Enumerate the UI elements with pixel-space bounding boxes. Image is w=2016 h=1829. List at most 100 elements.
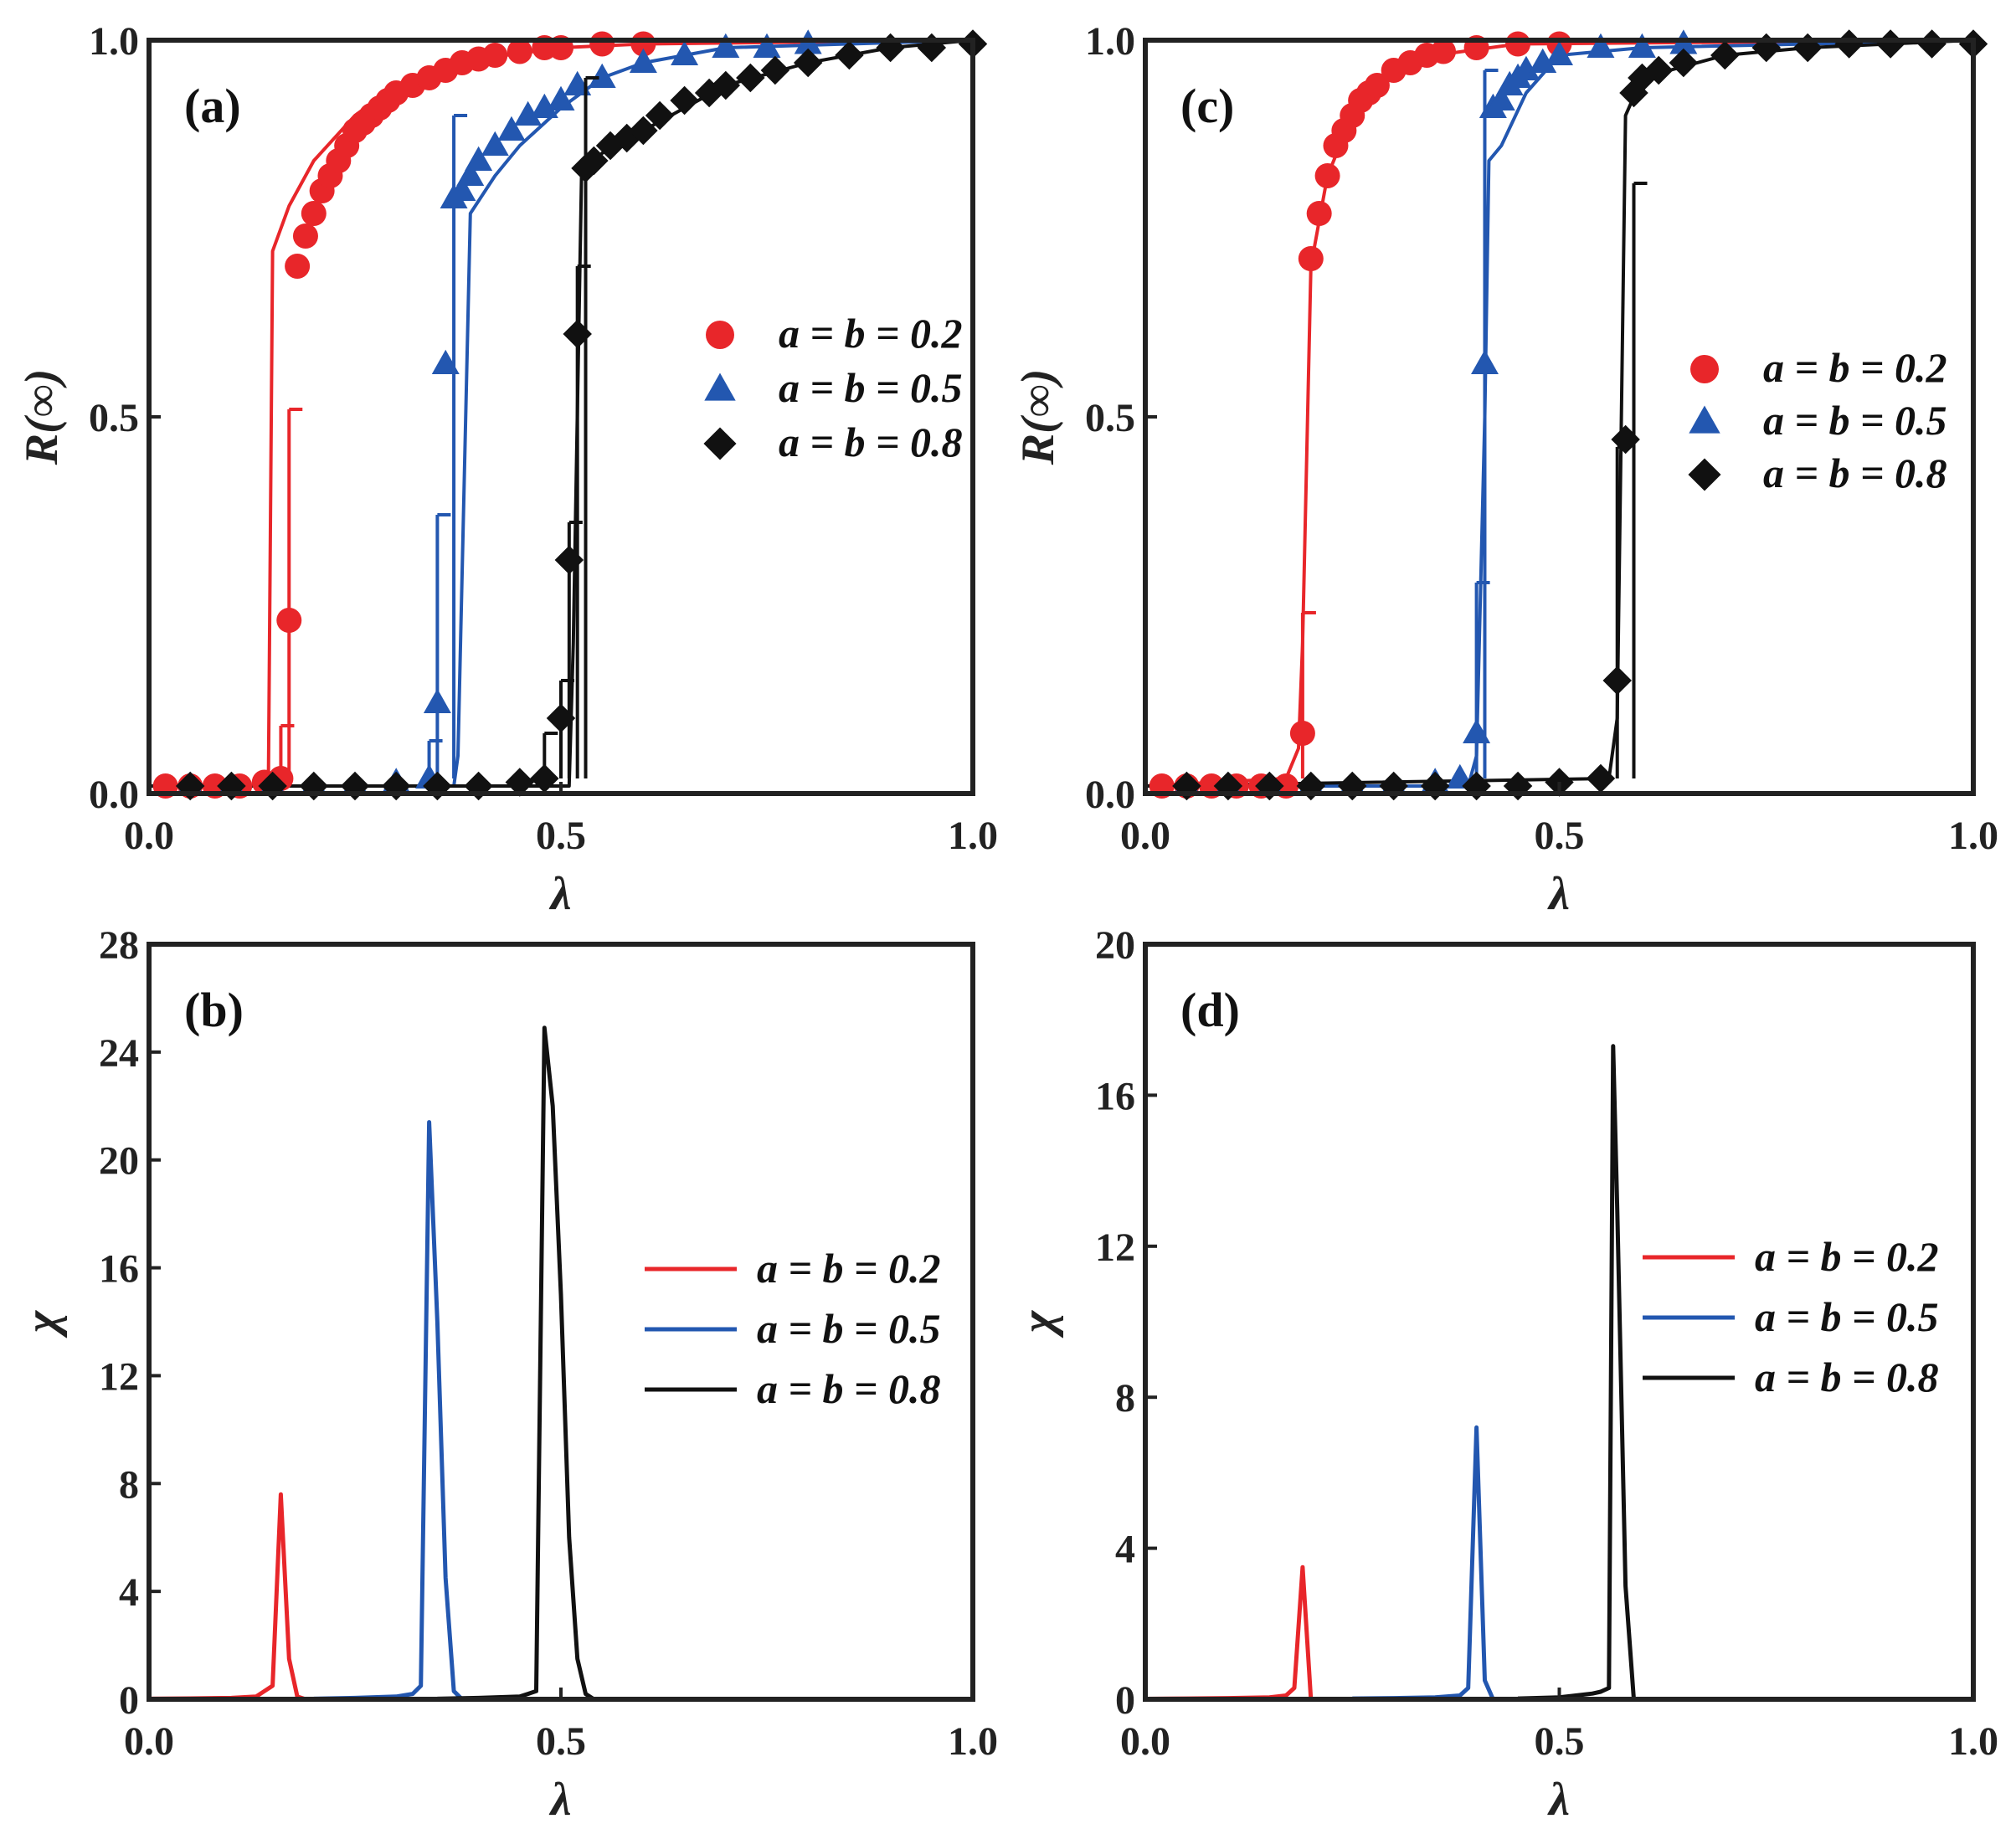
panel-c: 0.0 0.5 1.00.00.51.0λR(∞)(c)a = b = 0.2a =… [1012, 19, 1998, 920]
data-point [1628, 33, 1656, 58]
series-line-2 [1517, 1044, 1636, 1701]
data-point [835, 40, 864, 70]
x-axis-label: λ [1547, 868, 1570, 920]
y-tick-label: 0 [119, 1678, 139, 1723]
data-point [1602, 665, 1632, 696]
y-tick-label: 8 [1115, 1376, 1135, 1421]
legend-marker [706, 321, 734, 349]
data-point [589, 31, 615, 57]
data-point [301, 201, 327, 226]
y-tick-label: 16 [1095, 1074, 1135, 1118]
data-point [736, 63, 765, 93]
x-tick-label: 0.0 [124, 814, 174, 858]
data-point [1505, 31, 1531, 57]
y-tick-label: 8 [119, 1462, 139, 1507]
data-point [1710, 40, 1740, 70]
series-line-0 [148, 1492, 306, 1702]
data-point [753, 33, 781, 58]
y-tick-label: 0.0 [1085, 773, 1135, 817]
data-point [465, 146, 493, 171]
data-point [917, 33, 947, 63]
legend-label: a = b = 0.5 [779, 364, 962, 411]
data-point [481, 131, 509, 156]
panel-label: (c) [1180, 79, 1234, 133]
legend-marker [1689, 405, 1720, 434]
data-point [554, 545, 584, 575]
series-line-2 [437, 1025, 595, 1702]
data-point [1172, 771, 1201, 801]
data-point [1529, 48, 1557, 73]
data-point [547, 85, 575, 110]
data-point [1463, 718, 1491, 743]
y-tick-label: 12 [1095, 1225, 1135, 1270]
y-tick-label: 4 [119, 1570, 139, 1615]
data-point [1503, 771, 1533, 801]
legend-label: a = b = 0.5 [757, 1305, 940, 1352]
x-axis-label: λ [549, 868, 572, 920]
data-point [276, 608, 302, 633]
data-point [1306, 201, 1332, 226]
data-point [1512, 55, 1540, 80]
legend-item: a = b = 0.8 [703, 419, 962, 465]
data-point [1314, 163, 1340, 188]
legend-label: a = b = 0.5 [1763, 397, 1947, 444]
data-point [381, 771, 411, 801]
data-point [1643, 55, 1674, 85]
y-tick-label: 1.0 [89, 19, 139, 64]
y-tick-label: 20 [99, 1139, 139, 1184]
x-tick-label: 0.5 [536, 1719, 586, 1764]
legend-item: a = b = 0.5 [704, 364, 962, 411]
x-tick-label: 0.0 [1120, 1719, 1170, 1764]
data-point [1487, 85, 1515, 110]
data-point [645, 100, 675, 131]
data-point [1875, 29, 1905, 59]
data-point [1917, 29, 1947, 59]
data-point [629, 116, 658, 146]
data-point [760, 55, 790, 85]
data-point [1669, 48, 1699, 78]
data-point [1586, 763, 1616, 794]
data-point [507, 39, 532, 64]
data-point [1289, 721, 1315, 746]
legend-item: a = b = 0.5 [1689, 397, 1947, 444]
data-point [530, 93, 558, 118]
x-tick-label: 1.0 [1948, 1719, 1998, 1764]
y-tick-label: 0.0 [89, 773, 139, 817]
legend-item: a = b = 0.2 [1690, 344, 1947, 391]
data-point [876, 33, 905, 63]
series-line-0 [1144, 1564, 1314, 1701]
y-axis-label: χ [1012, 1310, 1064, 1338]
data-point [1364, 73, 1390, 98]
legend-label: a = b = 0.8 [1763, 450, 1947, 496]
legend-marker [703, 427, 737, 460]
y-axis-label: R(∞) [1012, 369, 1064, 466]
panel-a: 0.0 0.5 1.00.00.51.0λR(∞)(a)a = b = 0.2a =… [16, 19, 998, 920]
data-point [1420, 771, 1450, 801]
legend: a = b = 0.2 a = b = 0.5 a = b = 0.8 [645, 1245, 940, 1412]
data-point [514, 100, 543, 126]
legend-marker [1688, 458, 1721, 491]
data-point [285, 254, 311, 279]
legend-label: a = b = 0.5 [1755, 1293, 1938, 1340]
data-point [1587, 33, 1615, 58]
data-point [1792, 33, 1823, 63]
x-tick-label: 0.5 [536, 814, 586, 858]
y-axis-label: χ [16, 1310, 68, 1338]
y-axis-label: R(∞) [16, 369, 68, 466]
data-point [299, 771, 329, 801]
x-tick-label: 0.0 [124, 1719, 174, 1764]
x-axis-label: λ [549, 1774, 572, 1826]
data-point [497, 116, 526, 141]
data-point [448, 176, 476, 201]
series-line-0 [149, 39, 974, 788]
legend-item: a = b = 0.5 [1643, 1293, 1938, 1340]
series-line-1 [1352, 1425, 1495, 1701]
data-point [1431, 39, 1457, 64]
data-point [1751, 33, 1781, 63]
legend-label: a = b = 0.2 [1763, 344, 1947, 391]
data-point [431, 349, 460, 374]
x-axis-label: λ [1547, 1774, 1570, 1826]
